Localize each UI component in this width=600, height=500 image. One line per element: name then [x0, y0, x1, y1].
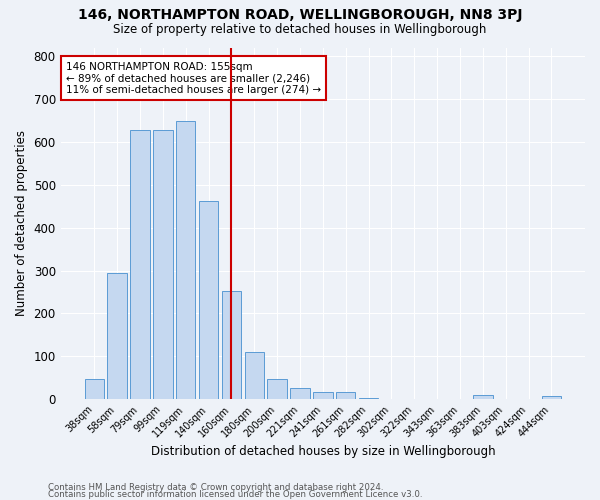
Bar	[245, 352, 264, 399]
Bar	[542, 396, 561, 399]
Bar	[107, 273, 127, 399]
Bar	[290, 388, 310, 399]
Text: Contains HM Land Registry data © Crown copyright and database right 2024.: Contains HM Land Registry data © Crown c…	[48, 484, 383, 492]
Y-axis label: Number of detached properties: Number of detached properties	[15, 130, 28, 316]
Bar	[473, 396, 493, 399]
Bar	[336, 392, 355, 399]
Bar	[221, 291, 241, 399]
Bar	[176, 122, 196, 399]
Text: 146 NORTHAMPTON ROAD: 155sqm
← 89% of detached houses are smaller (2,246)
11% of: 146 NORTHAMPTON ROAD: 155sqm ← 89% of de…	[66, 62, 321, 95]
Text: Contains public sector information licensed under the Open Government Licence v3: Contains public sector information licen…	[48, 490, 422, 499]
Bar	[153, 130, 173, 399]
Bar	[199, 202, 218, 399]
Text: 146, NORTHAMPTON ROAD, WELLINGBOROUGH, NN8 3PJ: 146, NORTHAMPTON ROAD, WELLINGBOROUGH, N…	[78, 8, 522, 22]
Text: Size of property relative to detached houses in Wellingborough: Size of property relative to detached ho…	[113, 22, 487, 36]
Bar	[359, 398, 378, 399]
Bar	[313, 392, 332, 399]
X-axis label: Distribution of detached houses by size in Wellingborough: Distribution of detached houses by size …	[151, 444, 495, 458]
Bar	[85, 379, 104, 399]
Bar	[268, 378, 287, 399]
Bar	[130, 130, 149, 399]
